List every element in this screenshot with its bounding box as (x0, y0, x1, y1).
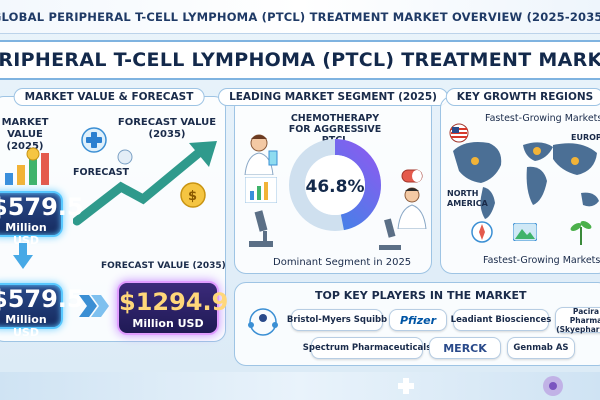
segment-panel: LEADING MARKET SEGMENT (2025) CHEMOTHERA… (218, 88, 448, 274)
medical-cross-icon (398, 378, 414, 394)
top-title: GLOBAL PERIPHERAL T-CELL LYMPHOMA (PTCL)… (0, 9, 600, 24)
pill-icon (401, 169, 423, 183)
forecast-caption: FORECAST VALUE (2035) (101, 261, 226, 271)
forecast-label: FORECAST (73, 167, 130, 178)
europe-label: EUROPE (571, 133, 600, 142)
segment-caption: Dominant Segment in 2025 (273, 257, 412, 268)
market-value-panel-title: MARKET VALUE & FORECAST (13, 88, 205, 106)
player-merck: MERCK (429, 337, 501, 359)
fastest-top: Fastest-Growing Markets (485, 113, 600, 124)
player-pacira: Pacira Pharma (Skyepharma) (555, 307, 600, 334)
compass-icon (471, 221, 493, 243)
main-title: PERIPHERAL T-CELL LYMPHOMA (PTCL) TREATM… (0, 49, 600, 71)
regions-panel-title: KEY GROWTH REGIONS (445, 88, 600, 106)
label-2035: FORECAST VALUE (2035) (117, 117, 217, 140)
donut-arc (289, 139, 381, 231)
sprout-icon (570, 221, 592, 245)
north-america-label: NORTH AMERICA (447, 189, 488, 208)
plus-medical-icon (81, 127, 107, 153)
mini-chart-icon (245, 177, 277, 203)
landscape-icon (513, 223, 537, 241)
world-map (453, 142, 599, 219)
us-flag-icon (449, 123, 469, 143)
scientist-right-icon (397, 187, 427, 229)
value-2035-unit: Million USD (132, 317, 204, 330)
market-value-panel: MARKET VALUE & FORECAST MARKET VALUE (20… (0, 88, 229, 342)
player-spectrum: Spectrum Pharmaceuticals (303, 337, 431, 359)
players-panel: TOP KEY PLAYERS IN THE MARKET Bristol-My… (234, 282, 600, 366)
svg-text:$: $ (188, 189, 197, 204)
segment-panel-title: LEADING MARKET SEGMENT (2025) (218, 88, 448, 106)
value-2025-repeat-box: $579.5 Million USD (0, 283, 84, 339)
player-genmab: Genmab AS (507, 337, 575, 359)
fastest-bottom: Fastest-Growing Markets (483, 255, 600, 266)
donut-share-label: 46.8% (306, 177, 365, 197)
value-2035-box: $1294.9 Million USD (117, 281, 229, 335)
top-header: GLOBAL PERIPHERAL T-CELL LYMPHOMA (PTCL)… (0, 0, 600, 34)
people-network-icon (248, 308, 278, 336)
bar-growth-icon (5, 147, 49, 185)
scientist-left-icon (244, 134, 278, 175)
microscope-right-icon (379, 218, 401, 250)
player-leadiant: Leadiant Biosciences (451, 309, 551, 331)
value-2035: $1294.9 (119, 288, 229, 316)
value-2025-repeat: $579.5 (0, 285, 84, 313)
value-2025-box: $579.5 Million USD (0, 191, 84, 247)
label-2025: MARKET VALUE (2025) (1, 117, 49, 152)
player-bms: Bristol-Myers Squibb (287, 309, 387, 331)
main-title-band: PERIPHERAL T-CELL LYMPHOMA (PTCL) TREATM… (0, 40, 600, 80)
cell-icon (543, 376, 563, 396)
players-panel-title: TOP KEY PLAYERS IN THE MARKET (315, 289, 527, 302)
player-pfizer: Pfizer (389, 309, 447, 331)
value-2025: $579.5 (0, 193, 84, 221)
regions-panel: KEY GROWTH REGIONS Fastest-Growing Marke… (440, 88, 600, 274)
value-2025-repeat-unit: Million USD (5, 313, 47, 339)
double-chevron-icon (79, 295, 109, 317)
rising-arrow-icon: $ (73, 141, 217, 226)
donut-chart: 46.8% (289, 139, 381, 231)
down-arrow-icon (13, 243, 33, 269)
bottom-decor (0, 372, 600, 400)
microscope-left-icon (249, 210, 273, 247)
